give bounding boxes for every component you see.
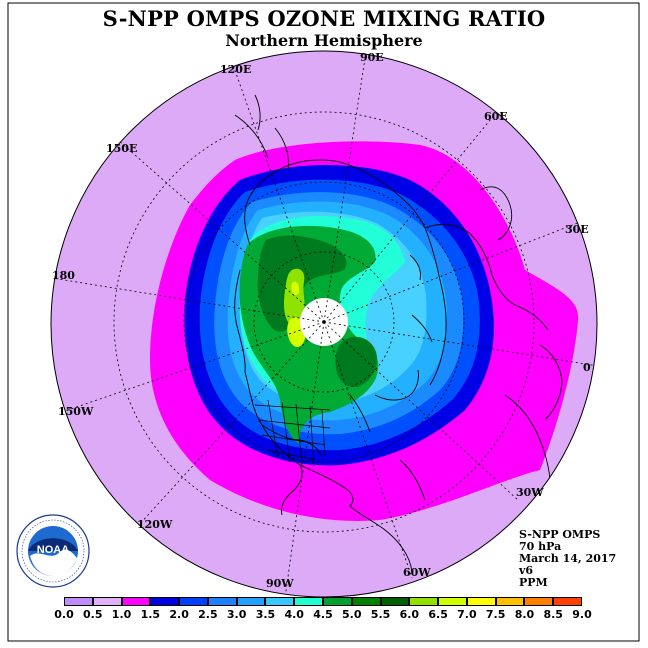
legend-tick-label: 0.5	[83, 608, 103, 621]
legend-swatch	[323, 597, 352, 606]
lon-label-30w: 30W	[516, 486, 544, 499]
lon-label-30e: 30E	[565, 223, 589, 236]
legend-swatch	[466, 597, 496, 606]
lon-label-90e: 90E	[360, 51, 384, 64]
lon-label-120e: 120E	[220, 63, 251, 76]
legend-tick-label: 5.0	[342, 608, 362, 621]
lon-label-120w: 120W	[137, 518, 173, 531]
figure-border	[7, 2, 640, 642]
legend-swatch	[150, 597, 180, 606]
us-state-lines	[254, 399, 331, 467]
lon-label-180: 180	[52, 269, 75, 282]
lon-label-150e: 150E	[106, 142, 137, 155]
legend-swatch	[438, 597, 467, 606]
legend-tick-label: 0.0	[54, 608, 74, 621]
legend-tick-label: 8.0	[514, 608, 535, 621]
legend-tick-label: 5.5	[370, 608, 391, 621]
svg-text:NOAA: NOAA	[37, 544, 69, 556]
legend-swatch	[294, 597, 323, 606]
legend-swatch	[207, 597, 237, 606]
legend-tick-label: 1.0	[111, 608, 132, 621]
legend-tick-label: 3.0	[226, 608, 247, 621]
legend-tick-label: 2.0	[169, 608, 189, 621]
band-5.5-6.0	[284, 268, 305, 326]
noaa-logo: NOAA	[16, 514, 90, 588]
info-units: PPM	[519, 576, 548, 589]
legend-tick-label: 2.5	[198, 608, 218, 621]
legend-tick-label: 9.0	[572, 608, 592, 621]
coastlines	[234, 94, 563, 573]
graticule	[51, 51, 597, 597]
legend-swatch	[380, 597, 410, 606]
legend-swatch	[236, 597, 266, 606]
legend-tick-label: 8.5	[543, 608, 563, 621]
legend-tick-label: 7.5	[485, 608, 506, 621]
legend-tick-label: 7.0	[457, 608, 477, 621]
page-subtitle: Northern Hemisphere	[225, 31, 423, 50]
band-5.0-5.5-canada	[335, 336, 378, 388]
band-6.0-6.5-north	[291, 281, 300, 295]
legend-swatch	[121, 597, 151, 606]
info-version: v6	[519, 564, 534, 577]
legend-tick-label: 3.5	[255, 608, 276, 621]
legend-swatch	[92, 597, 122, 606]
legend-tick-label: 6.0	[399, 608, 420, 621]
lon-label-90w: 90W	[266, 577, 294, 590]
legend-tick-label: 4.0	[284, 608, 304, 621]
lon-label-60w: 60W	[403, 566, 431, 579]
lon-label-60e: 60E	[484, 110, 508, 123]
lon-label-0: 0	[583, 361, 591, 374]
lon-label-150w: 150W	[58, 405, 94, 418]
legend-swatch	[179, 597, 208, 606]
legend-tick-label: 4.5	[313, 608, 333, 621]
legend-swatch	[524, 597, 554, 606]
info-date: March 14, 2017	[519, 552, 617, 565]
legend-swatch	[265, 597, 295, 606]
legend-swatch	[495, 597, 525, 606]
legend-swatch	[409, 597, 439, 606]
legend-swatch	[351, 597, 381, 606]
info-instrument: S-NPP OMPS	[519, 528, 601, 541]
page-title: S-NPP OMPS OZONE MIXING RATIO	[102, 6, 546, 31]
ozone-field	[51, 51, 597, 597]
legend-tick-label: 6.5	[428, 608, 448, 621]
legend-swatch	[553, 597, 582, 606]
info-level: 70 hPa	[519, 540, 562, 553]
legend-tick-label: 1.5	[140, 608, 161, 621]
legend-swatch	[64, 597, 93, 606]
